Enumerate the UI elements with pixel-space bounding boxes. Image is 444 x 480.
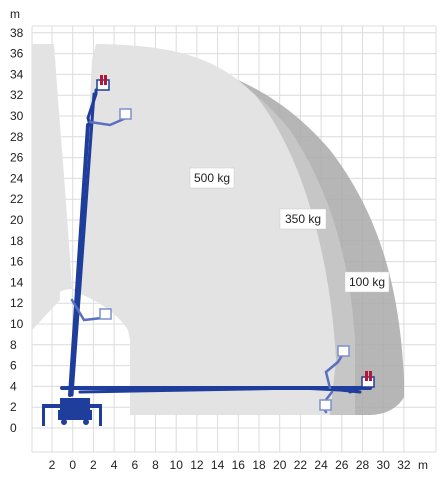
y-tick-label: 2	[10, 400, 17, 414]
x-tick-label: 26	[335, 458, 349, 472]
x-tick-label: 2	[49, 458, 56, 472]
x-tick-label: 24	[314, 458, 328, 472]
y-tick-label: 32	[10, 88, 24, 102]
chassis	[42, 398, 102, 426]
x-tick-label: 4	[111, 458, 118, 472]
x-tick-label: 8	[152, 458, 159, 472]
x-tick-label: 0	[69, 458, 76, 472]
basket-top	[96, 75, 110, 91]
label-350kg-text: 350 kg	[285, 212, 321, 226]
basket-low-intermediate	[99, 308, 112, 320]
x-tick-label: 20	[273, 458, 287, 472]
y-tick-label: 18	[10, 234, 24, 248]
x-tick-label: 10	[170, 458, 184, 472]
y-tick-label: 8	[10, 338, 17, 352]
label-100kg: 100 kg	[344, 271, 390, 293]
label-500kg-text: 500 kg	[194, 171, 230, 185]
y-tick-label: 28	[10, 130, 24, 144]
x-tick-label: 2	[90, 458, 97, 472]
y-axis-unit: m	[10, 7, 20, 21]
x-tick-label: 30	[377, 458, 391, 472]
y-tick-label: 34	[10, 67, 24, 81]
zone-500kg-left-cut	[32, 44, 60, 330]
y-tick-label: 6	[10, 359, 17, 373]
y-tick-label: 0	[10, 421, 17, 435]
x-axis-unit: m	[418, 458, 428, 472]
basket-top-intermediate	[119, 108, 132, 120]
label-100kg-text: 100 kg	[349, 275, 385, 289]
label-500kg: 500 kg	[189, 167, 235, 189]
x-tick-label: 18	[252, 458, 266, 472]
y-tick-label: 36	[10, 47, 24, 61]
x-tick-label: 16	[232, 458, 246, 472]
basket-right-low	[319, 399, 332, 411]
y-tick-label: 16	[10, 255, 24, 269]
y-tick-label: 20	[10, 213, 24, 227]
y-tick-label: 14	[10, 275, 24, 289]
y-tick-label: 12	[10, 296, 24, 310]
y-tick-label: 26	[10, 151, 24, 165]
y-tick-label: 24	[10, 171, 24, 185]
y-tick-label: 10	[10, 317, 24, 331]
basket-right-high	[337, 345, 350, 357]
basket-right	[361, 371, 375, 388]
x-tick-label: 6	[131, 458, 138, 472]
x-tick-label: 12	[190, 458, 204, 472]
y-tick-label: 30	[10, 109, 24, 123]
y-tick-label: 38	[10, 26, 24, 40]
x-tick-label: 22	[294, 458, 308, 472]
y-tick-label: 22	[10, 192, 24, 206]
x-tick-label: 14	[211, 458, 225, 472]
x-tick-label: 28	[356, 458, 370, 472]
zone-500kg	[32, 44, 336, 415]
x-tick-label: 32	[397, 458, 411, 472]
x-tick-labels: 2 0 2 4 6 8 10 12 14 16 18 20 22 24 26 28 30 32	[49, 458, 411, 472]
y-tick-label: 4	[10, 379, 17, 393]
label-350kg: 350 kg	[279, 208, 327, 230]
